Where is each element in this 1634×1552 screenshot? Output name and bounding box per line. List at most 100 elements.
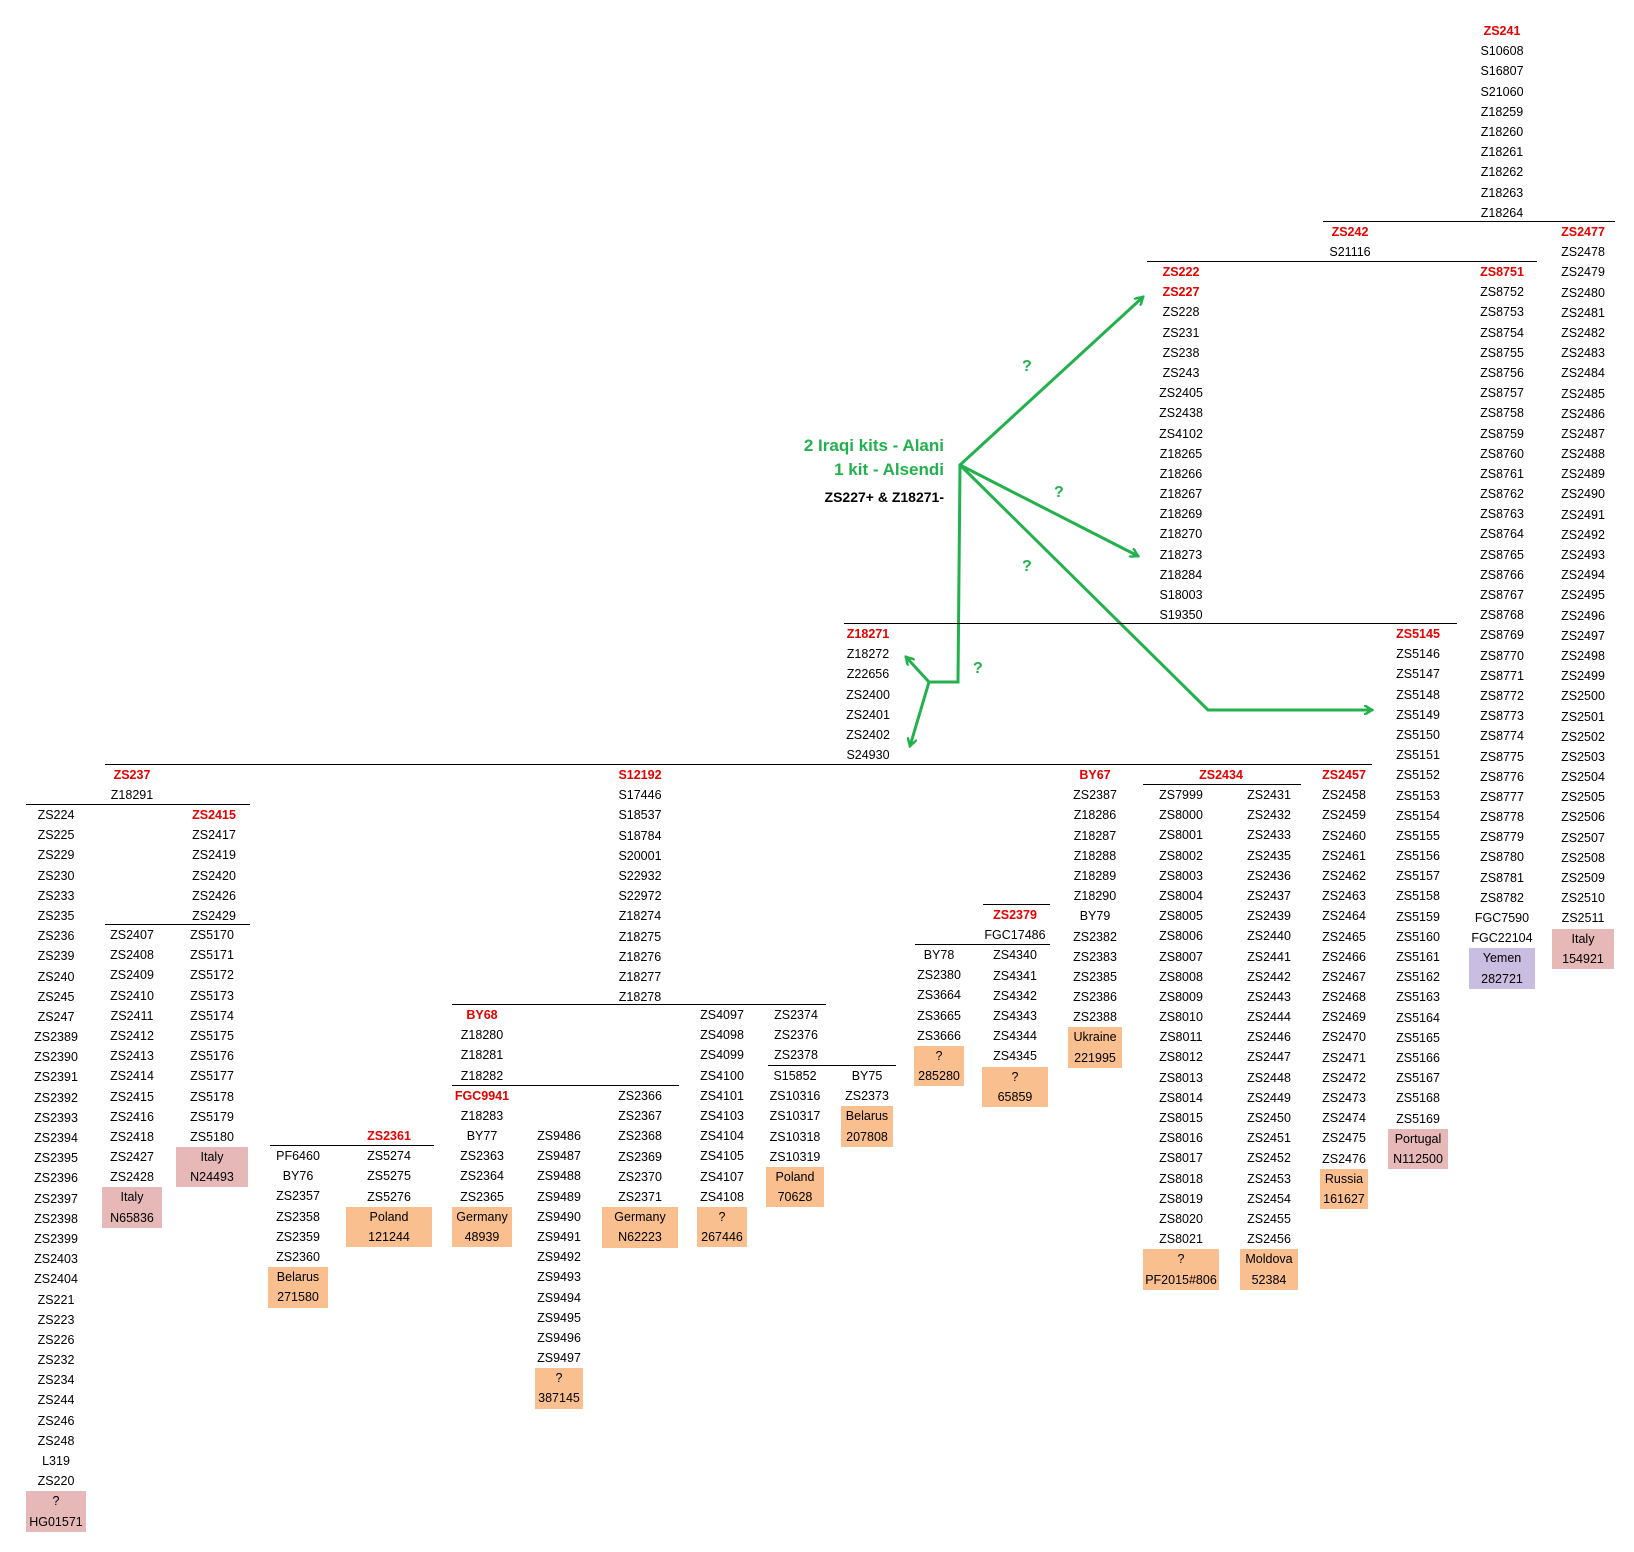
snp-label: ZS8021 xyxy=(1159,1232,1203,1247)
snp-label: ZS8763 xyxy=(1480,507,1524,522)
snp-label: Z18270 xyxy=(1159,527,1203,542)
snp-label: ZS9496 xyxy=(537,1330,581,1345)
snp-label: ZS8003 xyxy=(1159,868,1203,883)
snp-label: BY76 xyxy=(282,1169,314,1184)
snp-label: ZS2470 xyxy=(1322,1030,1366,1045)
snp-label: BY77 xyxy=(466,1129,498,1143)
column-zs5170: ZS5170 ZS5171 ZS5172 ZS5173 ZS5174 ZS5175 ZS51… xyxy=(176,925,248,1188)
snp-label: ZS2508 xyxy=(1561,850,1605,865)
snp-label: ZS5163 xyxy=(1396,990,1440,1005)
snp-label: ZS2387 xyxy=(1073,788,1117,803)
snp-label: ZS2405 xyxy=(1159,386,1203,401)
snp-label: Z18290 xyxy=(1073,889,1117,904)
sample-label: ? xyxy=(1143,1249,1219,1270)
snp-label: ZS2407 xyxy=(110,928,154,942)
snp-label: ZS4107 xyxy=(700,1169,744,1184)
snp-label: ZS223 xyxy=(37,1312,75,1327)
snp-label: ZS2475 xyxy=(1322,1131,1366,1146)
sample-label: 387145 xyxy=(535,1388,583,1409)
snp-label: ZS247 xyxy=(37,1009,75,1024)
column-zs2477: ZS2477 ZS2478 ZS2479 ZS2480 ZS2481 ZS2482 ZS24… xyxy=(1552,222,1614,969)
snp-label: ZS4102 xyxy=(1159,426,1203,441)
snp-label: ZS5158 xyxy=(1396,889,1440,904)
column-zs237: ZS237 Z18291 xyxy=(102,765,162,805)
snp-label: ZS2442 xyxy=(1247,969,1291,984)
snp-label: ZS5274 xyxy=(367,1149,411,1164)
snp-label: ZS2495 xyxy=(1561,588,1605,603)
snp-label: ZS2368 xyxy=(618,1129,662,1144)
snp-label: ZS2400 xyxy=(846,687,890,702)
snp-label: ZS5161 xyxy=(1396,950,1440,964)
snp-label: ZS9497 xyxy=(537,1351,581,1366)
snp-label: ZS4345 xyxy=(993,1049,1037,1064)
snp-label: ZS8769 xyxy=(1480,628,1524,643)
divider-zs222 xyxy=(844,623,1457,624)
snp-label: ZS8016 xyxy=(1159,1131,1203,1146)
snp-label: ZS2396 xyxy=(34,1171,78,1186)
snp-label: ZS2449 xyxy=(1247,1090,1291,1105)
snp-label: ZS2435 xyxy=(1247,848,1291,863)
snp-label: ZS242 xyxy=(1331,225,1369,239)
snp-label: Z18263 xyxy=(1480,185,1524,200)
snp-label: ZS4344 xyxy=(993,1029,1037,1044)
snp-label: S12192 xyxy=(618,768,662,782)
snp-label: ZS8015 xyxy=(1159,1111,1203,1125)
snp-label: ZS227 xyxy=(1162,285,1200,300)
snp-label: ZS2459 xyxy=(1322,808,1366,823)
column-zs2361: ZS2361 ZS5274 ZS5275 ZS5276 Poland 121244 xyxy=(346,1126,432,1248)
snp-label: ZS236 xyxy=(37,929,75,944)
snp-label: ZS2434 xyxy=(1199,768,1243,782)
snp-label: ZS5150 xyxy=(1396,727,1440,742)
snp-label: ZS5176 xyxy=(190,1049,234,1064)
snp-label: ZS2364 xyxy=(460,1169,504,1184)
snp-label: ZS2451 xyxy=(1247,1131,1291,1146)
snp-label: ZS5148 xyxy=(1396,687,1440,702)
snp-label: ZS8006 xyxy=(1159,929,1203,944)
snp-label: ZS8781 xyxy=(1480,870,1524,885)
snp-label: ZS8008 xyxy=(1159,969,1203,984)
snp-label: ZS2374 xyxy=(774,1008,818,1022)
snp-label: ZS2437 xyxy=(1247,888,1291,903)
snp-label: ZS9495 xyxy=(537,1310,581,1325)
snp-label: ZS2380 xyxy=(917,968,961,983)
sample-label: Italy xyxy=(176,1147,248,1168)
column-by77: BY77 ZS2363 ZS2364 ZS2365 Germany 48939 xyxy=(452,1126,512,1248)
snp-label: Z18276 xyxy=(618,949,662,964)
snp-label: ZS4099 xyxy=(700,1048,744,1063)
snp-label: ZS237 xyxy=(113,768,151,782)
question-mark-4: ? xyxy=(973,660,983,677)
snp-label: ZS2504 xyxy=(1561,770,1605,785)
snp-label: ZS5171 xyxy=(190,948,234,963)
snp-label: ZS5154 xyxy=(1396,808,1440,823)
sample-label: N112500 xyxy=(1388,1148,1448,1170)
snp-label: ZS2410 xyxy=(110,988,154,1003)
snp-label: ZS8759 xyxy=(1480,426,1524,441)
snp-label: S22972 xyxy=(618,889,662,904)
divider-zs2379 xyxy=(983,904,1050,905)
snp-label: ZS246 xyxy=(37,1413,75,1428)
snp-label: ZS9489 xyxy=(537,1189,581,1204)
snp-label: Z18262 xyxy=(1480,165,1524,180)
snp-label: ZS2428 xyxy=(110,1170,154,1185)
snp-label: ZS2376 xyxy=(774,1028,818,1043)
snp-label: ZS8772 xyxy=(1480,688,1524,703)
sample-label: 52384 xyxy=(1240,1269,1298,1290)
snp-label: ZS5162 xyxy=(1396,970,1440,985)
snp-label: ZS2503 xyxy=(1561,749,1605,764)
snp-label: ZS5169 xyxy=(1396,1111,1440,1126)
snp-label: ZS245 xyxy=(37,989,75,1004)
snp-label: ZS5177 xyxy=(190,1069,234,1084)
arrow-to-zs222 xyxy=(958,297,1143,467)
snp-label: FGC22104 xyxy=(1471,931,1533,946)
snp-label: ZS8005 xyxy=(1159,909,1203,924)
snp-label: Z18275 xyxy=(618,929,662,944)
snp-label: ZS8764 xyxy=(1480,527,1524,542)
snp-label: Z18287 xyxy=(1073,828,1117,843)
sample-label: Italy xyxy=(1552,928,1614,949)
snp-label: ZS8777 xyxy=(1480,789,1524,804)
snp-label: S24930 xyxy=(846,748,890,763)
annotation-line-1: 2 Iraqi kits - Alani xyxy=(803,436,944,455)
snp-label: ZS2477 xyxy=(1561,225,1605,239)
snp-label: Z18291 xyxy=(110,788,154,803)
